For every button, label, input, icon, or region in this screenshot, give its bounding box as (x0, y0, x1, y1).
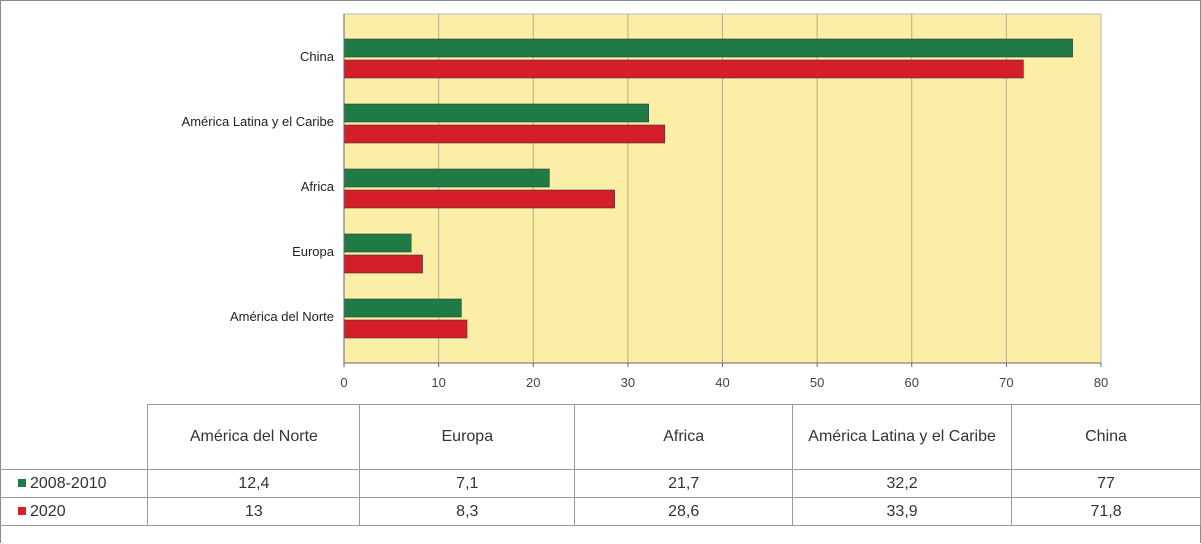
x-tick-label: 70 (999, 375, 1013, 390)
table-corner (0, 404, 149, 470)
series-label: 2020 (30, 502, 66, 520)
table-header-cell: América del Norte (147, 404, 361, 470)
category-label: Africa (301, 179, 335, 194)
table-cell: 32,2 (792, 469, 1013, 498)
data-table: América del Norte Europa Africa América … (0, 404, 1201, 526)
table-cell: 71,8 (1011, 497, 1201, 526)
category-label: Europa (292, 244, 335, 259)
table-cell: 12,4 (147, 469, 361, 498)
series-color-swatch (18, 478, 26, 487)
x-tick-label: 40 (715, 375, 729, 390)
series-label: 2008-2010 (30, 474, 107, 492)
table-row: 2008-2010 12,4 7,1 21,7 32,2 77 (0, 469, 1201, 498)
category-label: América del Norte (230, 309, 334, 324)
table-cell: 7,1 (359, 469, 576, 498)
bar-2020 (343, 189, 615, 209)
bar-2008-2010 (343, 233, 412, 253)
bar-2020 (343, 254, 423, 274)
bar-2020 (343, 124, 666, 144)
bar-2020 (343, 59, 1024, 79)
x-tick-label: 10 (431, 375, 445, 390)
x-tick-label: 20 (526, 375, 540, 390)
x-tick-label: 50 (810, 375, 824, 390)
table-header-cell: América Latina y el Caribe (792, 404, 1013, 470)
table-cell: 13 (147, 497, 361, 526)
bar-2008-2010 (343, 168, 550, 188)
table-header-cell: China (1011, 404, 1201, 470)
series-legend-cell: 2020 (0, 497, 149, 526)
category-label: América Latina y el Caribe (182, 114, 334, 129)
table-cell: 77 (1011, 469, 1201, 498)
table-cell: 21,7 (574, 469, 794, 498)
table-cell: 33,9 (792, 497, 1013, 526)
x-tick-label: 80 (1094, 375, 1108, 390)
category-label: China (300, 49, 335, 64)
table-row: 2020 13 8,3 28,6 33,9 71,8 (0, 497, 1201, 526)
bar-2008-2010 (343, 298, 462, 318)
x-tick-label: 30 (621, 375, 635, 390)
x-tick-label: 60 (905, 375, 919, 390)
series-legend-cell: 2008-2010 (0, 469, 149, 498)
bar-2008-2010 (343, 103, 649, 123)
bar-2008-2010 (343, 38, 1073, 58)
table-cell: 28,6 (574, 497, 794, 526)
x-tick-label: 0 (340, 375, 347, 390)
table-header-row: América del Norte Europa Africa América … (0, 404, 1201, 470)
table-header-cell: Africa (574, 404, 794, 470)
table-cell: 8,3 (359, 497, 576, 526)
series-color-swatch (18, 506, 26, 515)
bar-chart: 0 10 20 30 40 50 60 70 80 América del Norte Europa… (182, 13, 1108, 390)
bar-2020 (343, 319, 468, 339)
table-header-cell: Europa (359, 404, 576, 470)
